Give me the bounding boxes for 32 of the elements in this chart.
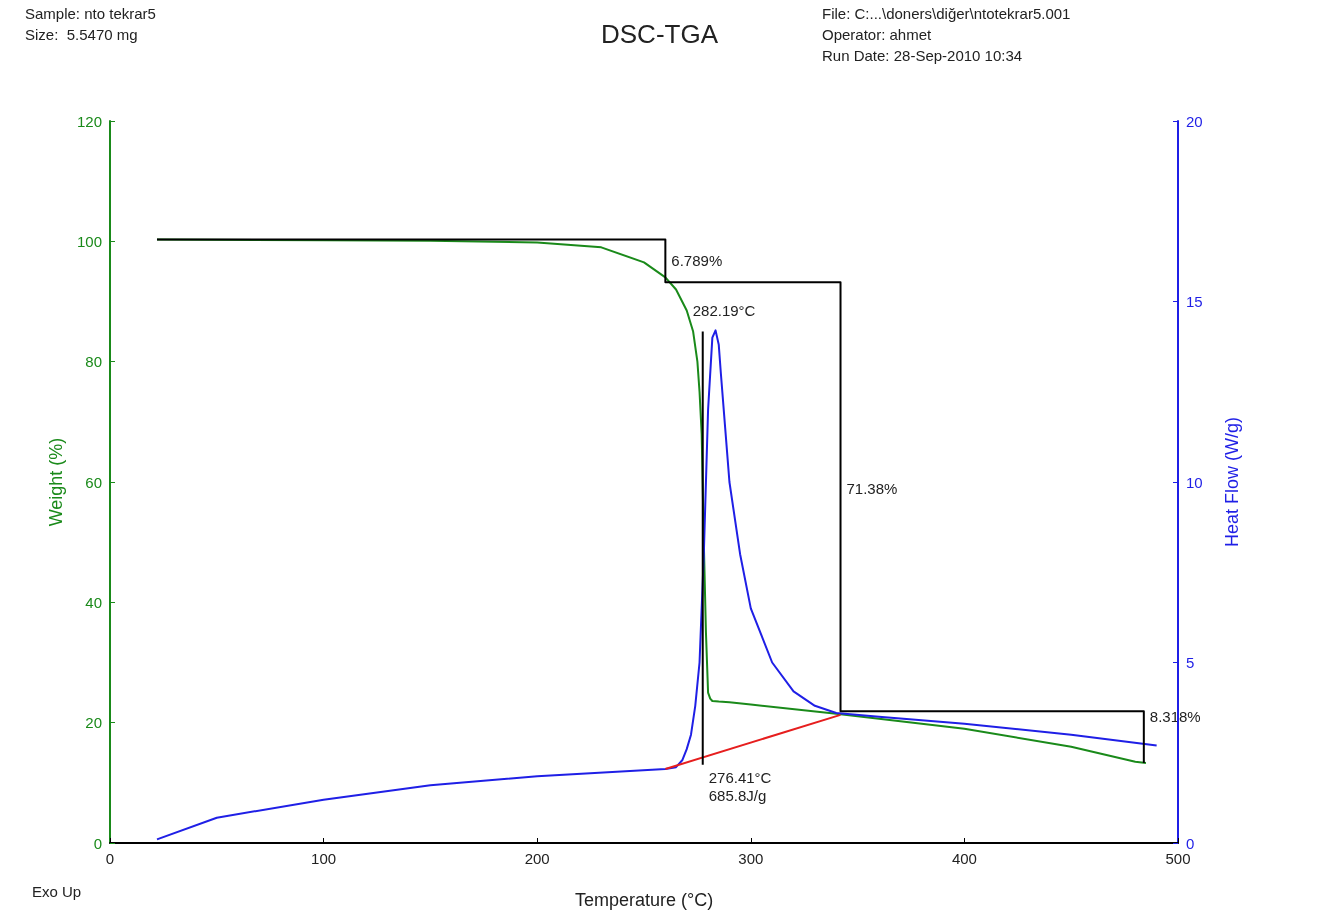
text: Sample: nto tekrar5 bbox=[25, 5, 156, 22]
y-tick-label: 60 bbox=[85, 473, 102, 491]
annotation: 71.38% bbox=[846, 479, 898, 497]
annotation: 282.19°C bbox=[692, 302, 756, 320]
x-axis-title: Temperature (°C) bbox=[574, 890, 714, 910]
y-tick-label: 0 bbox=[93, 834, 102, 852]
x-tick-label: 0 bbox=[105, 850, 115, 867]
text: Size: 5.5470 mg bbox=[25, 26, 138, 43]
y2-tick-label: 20 bbox=[1186, 112, 1203, 130]
text: Run Date: 28-Sep-2010 10:34 bbox=[822, 47, 1023, 64]
chart-title: DSC-TGA bbox=[601, 19, 719, 49]
text: Operator: ahmet bbox=[822, 26, 933, 43]
y2-axis-title: Heat Flow (W/g) bbox=[1222, 416, 1242, 548]
y-tick-label: 120 bbox=[76, 112, 102, 130]
y-tick-label: 40 bbox=[85, 593, 102, 611]
annotation: 276.41°C 685.8J/g bbox=[708, 769, 772, 805]
y2-tick-label: 15 bbox=[1186, 293, 1203, 310]
annotation: 6.789% bbox=[671, 252, 723, 270]
y2-tick-label: 0 bbox=[1186, 834, 1195, 852]
y-tick-label: 80 bbox=[85, 353, 102, 371]
x-tick-label: 200 bbox=[524, 850, 550, 867]
x-tick-label: 500 bbox=[1165, 850, 1191, 867]
y-axis-title: Weight (%) bbox=[46, 437, 66, 527]
x-tick-label: 400 bbox=[951, 850, 977, 867]
y-tick-label: 100 bbox=[76, 232, 102, 250]
text: Exo Up bbox=[32, 883, 82, 900]
x-tick-label: 300 bbox=[738, 850, 764, 867]
y2-tick-label: 10 bbox=[1186, 473, 1203, 491]
text: File: C:...\doners\diğer\ntotekrar5.001 bbox=[822, 5, 1071, 22]
y-tick-label: 20 bbox=[85, 714, 102, 732]
x-tick-label: 100 bbox=[311, 850, 337, 867]
y2-tick-label: 5 bbox=[1186, 654, 1195, 671]
